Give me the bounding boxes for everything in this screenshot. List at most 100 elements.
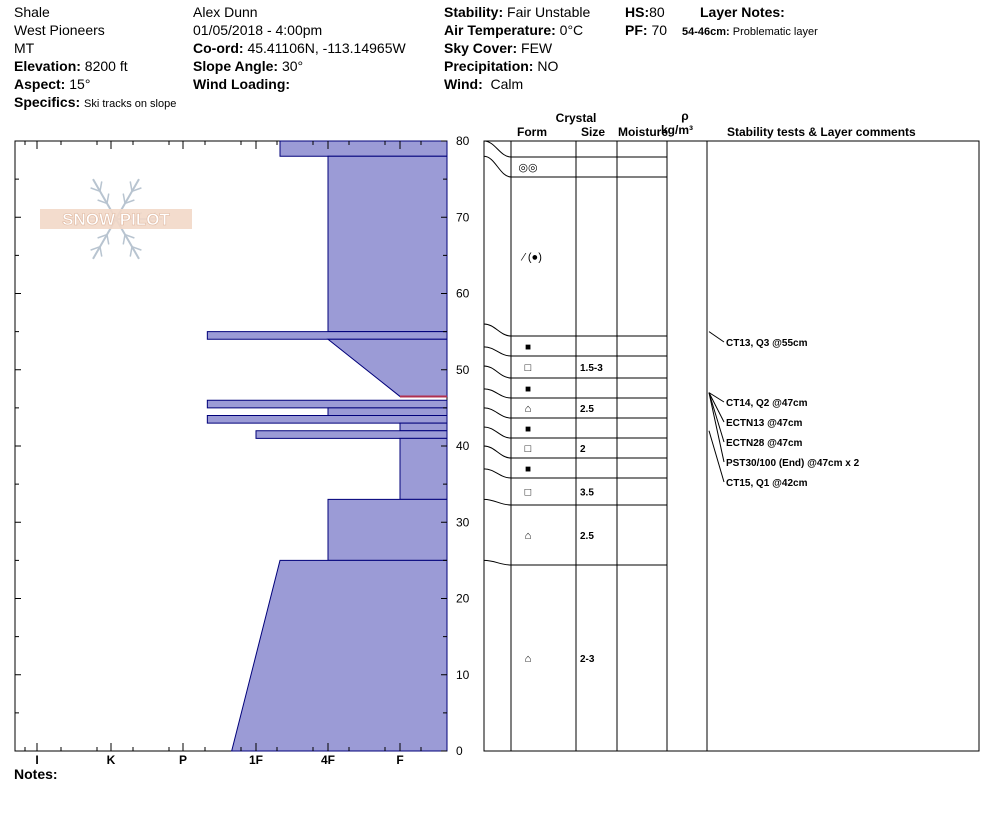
elevation: Elevation: 8200 ft — [14, 57, 128, 75]
form-header: Form — [517, 125, 547, 139]
layer-connector — [483, 155, 512, 178]
stability-test-arrow — [708, 392, 725, 423]
pf-value: 70 — [651, 22, 668, 38]
layer-connector — [483, 426, 512, 439]
layer-notes-heading: Layer Notes: — [700, 4, 785, 20]
hardness-bar — [326, 338, 448, 397]
air-temp-value: 0°C — [559, 22, 584, 38]
hardness-bar — [327, 407, 448, 416]
hardness-bar — [399, 422, 448, 432]
faceted-icon: □ — [525, 362, 532, 374]
depth-tick-label: 10 — [456, 668, 470, 682]
layer-connector — [483, 346, 512, 357]
hardness-bar — [399, 437, 448, 500]
sky-cover: Sky Cover: FEW — [444, 39, 552, 57]
hs-value: 80 — [649, 4, 665, 20]
layer-size: 2-3 — [580, 654, 595, 665]
coord-value: 45.41106N, -113.14965W — [247, 40, 406, 56]
rounded-faceted-icon: ■ — [525, 384, 531, 395]
comments-header: Stability tests & Layer comments — [727, 125, 916, 139]
stability-test-label: CT15, Q1 @42cm — [726, 478, 808, 489]
rho-header: ρ — [681, 109, 688, 123]
state: MT — [14, 40, 35, 56]
logo-banner — [40, 209, 192, 229]
density-unit-header: kg/m³ — [661, 123, 693, 137]
rounded-faceted-icon: ■ — [525, 464, 531, 475]
sky-label: Sky Cover: — [444, 40, 518, 56]
aspect: Aspect: 15° — [14, 75, 90, 93]
rounded-faceted-icon: ■ — [525, 424, 531, 435]
hardness-axis-label: K — [107, 753, 116, 767]
layer-size: 2.5 — [580, 404, 594, 415]
specifics: Specifics: Ski tracks on slope — [14, 93, 176, 113]
depth-tick-label: 0 — [456, 744, 463, 758]
pf: PF: 70 — [625, 21, 667, 39]
wind-loading-label: Wind Loading: — [193, 76, 291, 92]
hardness-bar — [206, 331, 448, 340]
location: Shale — [14, 4, 50, 20]
pf-label: PF: — [625, 22, 648, 38]
layer-connector — [483, 365, 512, 379]
hardness-bar — [231, 559, 448, 752]
elevation-label: Elevation: — [14, 58, 81, 74]
wind-label: Wind: — [444, 76, 483, 92]
hardness-bar — [279, 140, 448, 157]
layer-size: 2.5 — [580, 531, 594, 542]
hollow-cup-icon: ⌂ — [525, 403, 532, 415]
hardness-bar — [206, 399, 448, 409]
precip-value: NO — [537, 58, 559, 74]
stability-label: Stability: — [444, 4, 504, 20]
layer-note-text: Problematic layer — [732, 26, 818, 38]
logo-text: SNOW PILOT — [62, 210, 170, 229]
depth-tick-label: 20 — [456, 592, 470, 606]
layer-connector — [483, 388, 512, 399]
sky-value: FEW — [521, 40, 553, 56]
stability-test-arrow — [708, 392, 725, 463]
hardness-axis-label: I — [35, 753, 38, 767]
moisture-header: Moisture — [618, 125, 668, 139]
hardness-bar — [327, 155, 448, 333]
hs: HS:80 — [625, 3, 665, 21]
stability-test-arrow — [708, 331, 725, 343]
layer-size: 3.5 — [580, 488, 594, 499]
slope-angle: Slope Angle: 30° — [193, 57, 303, 75]
layer-connector — [483, 559, 512, 566]
stability-test-label: CT14, Q2 @47cm — [726, 398, 808, 409]
layer-size: 2 — [580, 444, 586, 455]
layer-note-range: 54-46cm: — [682, 26, 730, 38]
hardness-axis-label: P — [179, 753, 187, 767]
layer-connector — [483, 468, 512, 479]
slope-label: Slope Angle: — [193, 58, 279, 74]
observer: Alex Dunn — [193, 4, 258, 20]
rounded-faceted-icon: ■ — [525, 342, 531, 353]
layer-connector — [483, 445, 512, 459]
hardness-axis-label: 1F — [249, 753, 263, 767]
stability-test-label: PST30/100 (End) @47cm x 2 — [726, 458, 860, 469]
air-temperature: Air Temperature: 0°C — [444, 21, 583, 39]
stability-test-arrow — [708, 392, 725, 443]
hardness-axis-label: 4F — [321, 753, 335, 767]
layer-note: 54-46cm: Problematic layer — [682, 23, 818, 41]
air-temp-label: Air Temperature: — [444, 22, 556, 38]
depth-tick-label: 80 — [456, 134, 470, 148]
precipitation: Precipitation: NO — [444, 57, 558, 75]
stability: Stability: Fair Unstable — [444, 3, 590, 21]
aspect-label: Aspect: — [14, 76, 66, 92]
depth-tick-label: 30 — [456, 515, 470, 529]
stability-test-label: ECTN13 @47cm — [726, 418, 803, 429]
depth-tick-label: 60 — [456, 287, 470, 301]
wind-value: Calm — [490, 76, 524, 92]
depth-tick-label: 70 — [456, 210, 470, 224]
slope-value: 30° — [281, 58, 304, 74]
faceted-icon: □ — [525, 487, 532, 499]
wind-loading: Wind Loading: — [193, 75, 290, 93]
hollow-cup-icon: ⌂ — [525, 653, 532, 665]
size-header: Size — [581, 125, 605, 139]
layer-connector — [483, 140, 512, 158]
specifics-value: Ski tracks on slope — [84, 98, 177, 110]
hardness-bar — [255, 430, 448, 439]
stability-test-arrow — [708, 430, 725, 483]
datetime: 01/05/2018 - 4:00pm — [193, 22, 323, 38]
specifics-label: Specifics: — [14, 94, 81, 110]
